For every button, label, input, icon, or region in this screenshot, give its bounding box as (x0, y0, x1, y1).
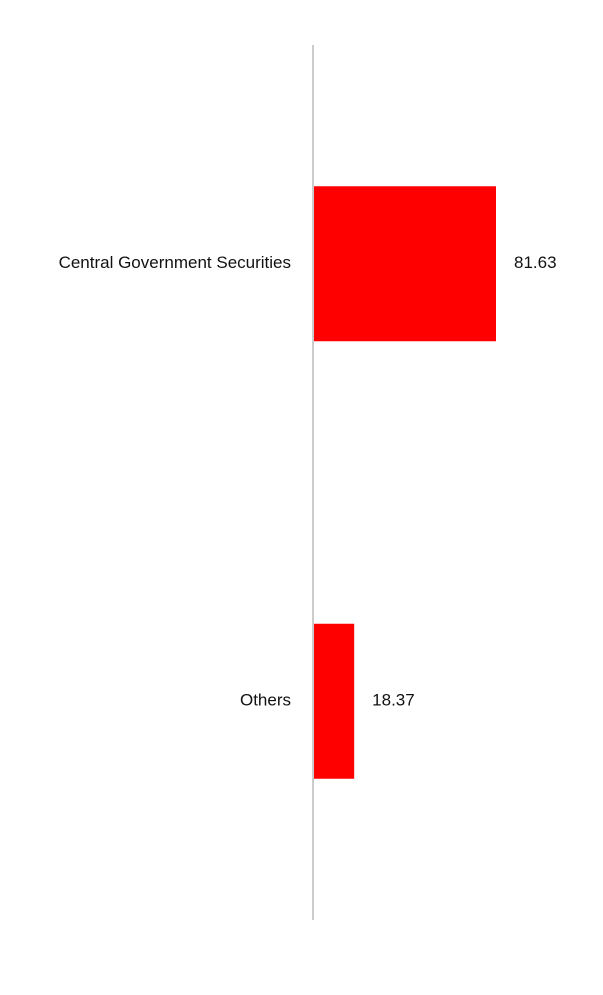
bar (313, 623, 355, 779)
value-label: 18.37 (372, 691, 415, 710)
category-label: Central Government Securities (59, 253, 291, 272)
category-label: Others (240, 691, 291, 710)
bar (313, 186, 496, 342)
value-label: 81.63 (514, 253, 557, 272)
